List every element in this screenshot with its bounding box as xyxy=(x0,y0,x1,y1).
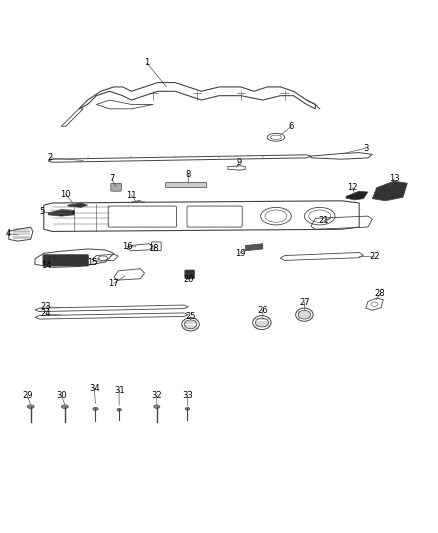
Polygon shape xyxy=(346,191,368,200)
FancyBboxPatch shape xyxy=(43,255,88,266)
Text: 25: 25 xyxy=(185,312,196,321)
Text: 13: 13 xyxy=(389,174,399,183)
Text: 11: 11 xyxy=(126,191,137,200)
FancyBboxPatch shape xyxy=(166,182,207,188)
Ellipse shape xyxy=(154,405,160,408)
Ellipse shape xyxy=(27,405,34,408)
Text: 32: 32 xyxy=(152,391,162,400)
Text: 7: 7 xyxy=(109,174,114,183)
Text: 14: 14 xyxy=(41,261,51,270)
Text: 5: 5 xyxy=(39,207,44,216)
Text: 30: 30 xyxy=(56,391,67,400)
Text: 27: 27 xyxy=(299,298,310,307)
Text: 6: 6 xyxy=(289,122,294,131)
Text: 34: 34 xyxy=(89,384,99,393)
Text: 29: 29 xyxy=(22,391,32,400)
Text: 18: 18 xyxy=(148,245,159,254)
Text: 16: 16 xyxy=(122,243,132,251)
Text: 23: 23 xyxy=(41,302,51,311)
Text: 33: 33 xyxy=(182,391,193,400)
Ellipse shape xyxy=(185,408,190,410)
FancyBboxPatch shape xyxy=(111,183,121,191)
Text: 21: 21 xyxy=(319,216,329,225)
Text: 17: 17 xyxy=(109,279,119,288)
Text: 10: 10 xyxy=(60,190,71,199)
Text: 26: 26 xyxy=(258,306,268,315)
Ellipse shape xyxy=(93,407,98,410)
Text: 8: 8 xyxy=(186,170,191,179)
Ellipse shape xyxy=(117,408,121,411)
Text: 15: 15 xyxy=(87,257,97,266)
Text: 4: 4 xyxy=(5,229,11,238)
Text: 19: 19 xyxy=(235,249,245,258)
Text: 28: 28 xyxy=(375,289,385,298)
Text: 3: 3 xyxy=(363,144,368,153)
Text: 12: 12 xyxy=(347,183,358,192)
Polygon shape xyxy=(68,203,88,207)
Text: 24: 24 xyxy=(41,309,51,318)
Ellipse shape xyxy=(61,405,68,408)
Text: 2: 2 xyxy=(48,154,53,163)
Polygon shape xyxy=(245,244,263,251)
Polygon shape xyxy=(372,181,407,201)
Text: 20: 20 xyxy=(183,275,194,284)
Polygon shape xyxy=(48,209,74,216)
Text: 31: 31 xyxy=(114,385,124,394)
FancyBboxPatch shape xyxy=(185,270,194,279)
Text: 1: 1 xyxy=(144,58,149,67)
Text: 22: 22 xyxy=(369,252,380,261)
Text: 9: 9 xyxy=(236,158,241,167)
